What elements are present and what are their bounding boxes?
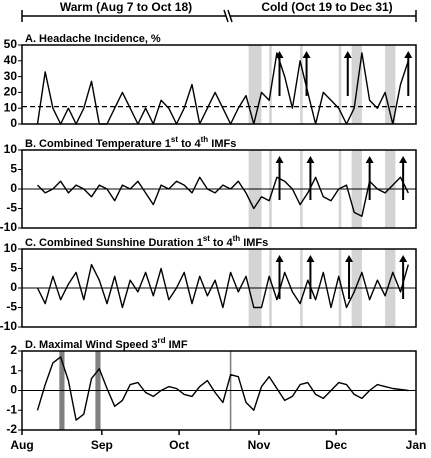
x-tick-label: Oct	[169, 438, 189, 452]
arrow-head	[275, 255, 284, 262]
plot-frame	[21, 149, 417, 229]
title-part: IMF	[166, 339, 188, 351]
header	[21, 9, 417, 23]
shaded-band	[385, 45, 396, 124]
header-bg	[55, 1, 197, 14]
title-part: D. Maximal Wind Speed 3	[25, 339, 158, 351]
x-tick-label: Sep	[91, 438, 113, 452]
shaded-band	[338, 45, 342, 124]
x-tick-label: Dec	[325, 438, 347, 452]
title-part: th	[201, 135, 209, 144]
title-part: to 4	[210, 237, 233, 249]
title-part: to 4	[178, 138, 201, 150]
y-tick-label: 10	[4, 100, 18, 114]
plot-frame	[21, 350, 417, 431]
arrow-head	[365, 156, 374, 163]
arrow-head	[306, 255, 315, 262]
plot-frame	[21, 248, 417, 328]
title-part: th	[233, 234, 241, 243]
data-line	[37, 176, 409, 218]
y-tick-label: -2	[6, 422, 17, 436]
title-part: IMFs	[240, 237, 268, 249]
y-tick-label: 50	[4, 37, 18, 51]
arrow	[365, 156, 374, 200]
shaded-band	[300, 45, 303, 124]
period-label: Cold (Oct 19 to Dec 31)	[261, 0, 392, 14]
arrow	[275, 51, 284, 96]
data-line	[36, 356, 409, 421]
arrow	[306, 255, 315, 299]
y-tick-label: -5	[6, 300, 17, 314]
title-bg	[23, 236, 272, 247]
y-tick-label: 0	[10, 383, 17, 397]
title-bg	[23, 32, 164, 43]
y-tick-label: 40	[4, 53, 18, 67]
y-tick-label: 30	[4, 69, 18, 83]
y-tick-label: 5	[10, 162, 17, 176]
plot-frame	[21, 44, 417, 125]
header-bg	[262, 1, 392, 14]
shaded-band	[269, 45, 272, 124]
panel-title: D. Maximal Wind Speed 3rd IMF	[25, 336, 188, 351]
y-tick-label: 1	[10, 363, 17, 377]
data-line	[36, 263, 409, 309]
panel-title: C. Combined Sunshine Duration 1st to 4th…	[25, 234, 268, 249]
y-tick-label: -1	[6, 402, 17, 416]
x-tick-label: Nov	[248, 438, 271, 452]
title-bg	[23, 338, 191, 349]
title-part: C. Combined Sunshine Duration 1	[25, 237, 203, 249]
title-part: rd	[158, 336, 166, 345]
y-tick-label: 0	[10, 280, 17, 294]
x-tick-label: Aug	[10, 438, 33, 452]
title-bg	[23, 137, 240, 148]
arrow	[306, 156, 315, 200]
arrow	[404, 51, 413, 96]
arrow	[302, 51, 311, 96]
panel-title: A. Headache Incidence, %	[25, 33, 161, 45]
arrow	[345, 255, 354, 299]
y-tick-label: 10	[4, 142, 18, 156]
panel-title: B. Combined Temperature 1st to 4th IMFs	[25, 135, 236, 150]
arrow	[275, 156, 284, 200]
y-tick-label: 5	[10, 261, 17, 275]
title-part: IMFs	[208, 138, 236, 150]
period-break	[223, 9, 229, 23]
title-part: A. Headache Incidence, %	[25, 33, 161, 45]
y-tick-label: -10	[0, 220, 17, 234]
arrow	[275, 255, 284, 299]
y-tick-label: 10	[4, 241, 18, 255]
y-tick-label: -5	[6, 201, 17, 215]
y-tick-label: 0	[10, 116, 17, 130]
arrow	[399, 156, 408, 200]
arrow-head	[399, 156, 408, 163]
arrow-head	[302, 51, 311, 58]
period-label: Warm (Aug 7 to Oct 18)	[60, 0, 192, 14]
arrow-head	[275, 51, 284, 58]
title-part: B. Combined Temperature 1	[25, 138, 171, 150]
x-tick-label: Jan	[406, 438, 427, 452]
title-part: st	[171, 135, 178, 144]
arrow	[343, 51, 352, 96]
y-tick-label: 20	[4, 85, 18, 99]
arrow-head	[345, 255, 354, 262]
arrow-head	[343, 51, 352, 58]
arrow-head	[404, 51, 413, 58]
y-tick-label: 0	[10, 181, 17, 195]
arrow-head	[306, 156, 315, 163]
arrow	[399, 255, 408, 299]
y-tick-label: 2	[10, 343, 17, 357]
shaded-band	[351, 45, 362, 124]
arrow-head	[399, 255, 408, 262]
arrow-head	[275, 156, 284, 163]
y-tick-label: -10	[0, 319, 17, 333]
title-part: st	[203, 234, 210, 243]
